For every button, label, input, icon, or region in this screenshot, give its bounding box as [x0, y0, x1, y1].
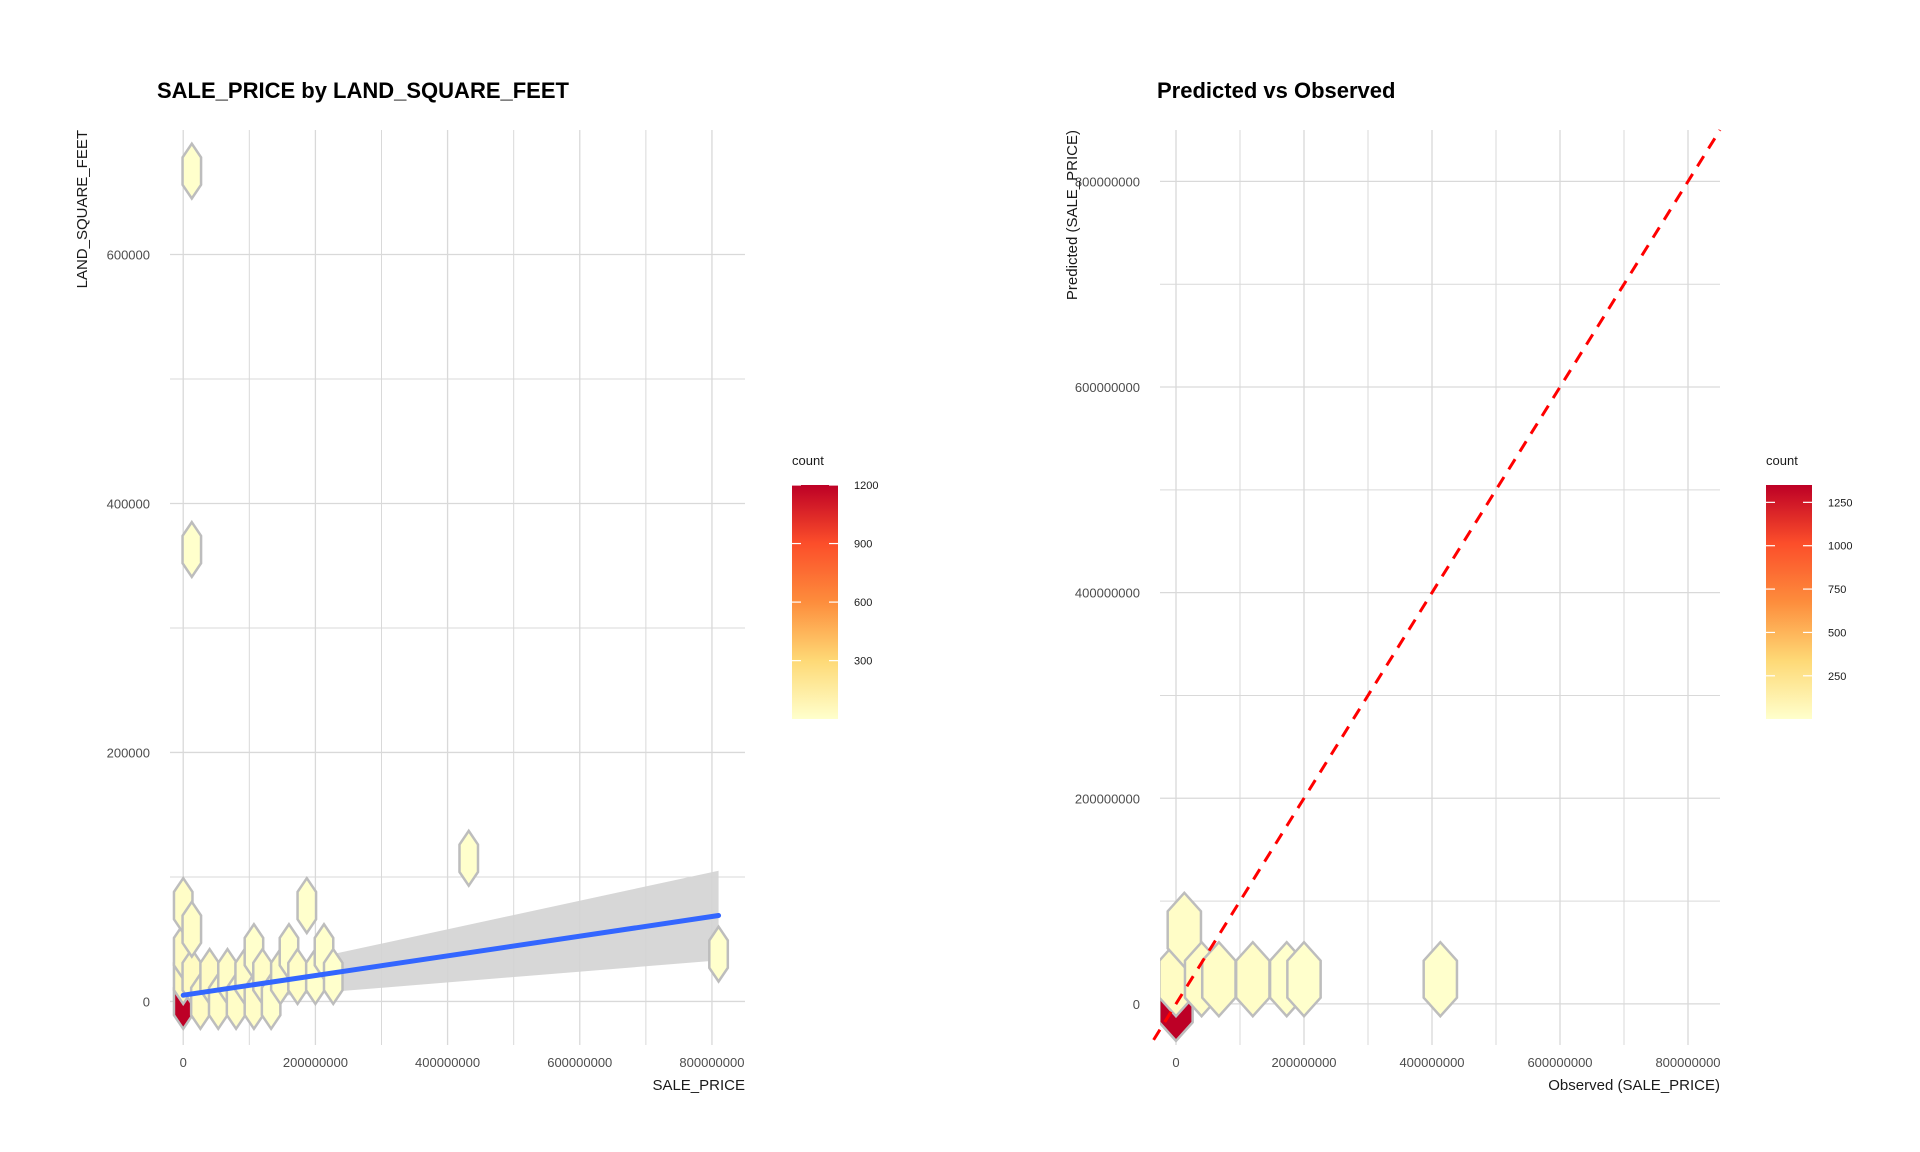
regression-line — [180, 913, 722, 998]
x-tick-label: 200000000 — [1271, 1055, 1336, 1070]
legend-tick-label: 1200 — [854, 480, 878, 492]
hexbin-cell — [181, 141, 203, 201]
chart-title: Predicted vs Observed — [1157, 78, 1395, 103]
legend-colorbar — [1766, 485, 1812, 719]
x-tick-label: 600000000 — [1527, 1055, 1592, 1070]
legend-tick-label: 300 — [854, 656, 872, 668]
chart-panel-1: 0 200000000 400000000 600000000 800000000 0 20… — [74, 78, 878, 1094]
x-tick-label: 800000000 — [679, 1055, 744, 1070]
hexbin-cell — [708, 924, 730, 984]
hexbin-cell — [1422, 940, 1459, 1019]
plot-area — [1160, 890, 1459, 1043]
hexbin-layer — [1160, 890, 1459, 1043]
legend-tick-label: 500 — [1828, 627, 1846, 639]
hexbin-cell — [322, 946, 344, 1007]
color-legend: count 250 500 750 1000 1250 — [1766, 453, 1852, 719]
x-tick-label: 0 — [1172, 1055, 1179, 1070]
hexbin-cell — [458, 828, 480, 888]
x-axis-title: SALE_PRICE — [652, 1077, 745, 1094]
plot-area — [172, 141, 730, 1032]
y-tick-label: 0 — [143, 994, 150, 1009]
y-tick-label: 0 — [1133, 997, 1140, 1012]
x-tick-label: 600000000 — [547, 1055, 612, 1070]
color-legend: count 300 600 900 1200 — [792, 453, 878, 719]
legend-tick-label: 1000 — [1828, 541, 1852, 553]
hexbin-cell — [1234, 940, 1271, 1019]
legend-tick-label: 750 — [1828, 584, 1846, 596]
hexbin-cell — [181, 899, 203, 959]
y-axis-title: Predicted (SALE_PRICE) — [1064, 130, 1081, 300]
x-tick-label: 200000000 — [283, 1055, 348, 1070]
hexbin-cell — [181, 519, 203, 580]
legend-title: count — [1766, 453, 1798, 468]
legend-title: count — [792, 453, 824, 468]
legend-tick-label: 900 — [854, 539, 872, 551]
chart-title: SALE_PRICE by LAND_SQUARE_FEET — [157, 78, 570, 103]
y-axis-title: LAND_SQUARE_FEET — [74, 130, 91, 288]
y-tick-label: 200000000 — [1075, 791, 1140, 806]
legend-tick-label: 1250 — [1828, 497, 1852, 509]
y-tick-label: 400000 — [107, 496, 150, 511]
grid — [170, 130, 745, 1045]
x-tick-label: 400000000 — [415, 1055, 480, 1070]
y-tick-label: 200000 — [107, 745, 150, 760]
hexbin-cell — [1200, 940, 1237, 1019]
hexbin-cell — [296, 875, 318, 936]
x-tick-label: 400000000 — [1399, 1055, 1464, 1070]
reference-line — [1152, 129, 1722, 1041]
y-tick-label: 400000000 — [1075, 586, 1140, 601]
x-tick-label: 0 — [180, 1055, 187, 1070]
hexbin-cell — [1286, 940, 1322, 1019]
x-tick-label: 800000000 — [1655, 1055, 1720, 1070]
y-tick-label: 600000 — [107, 247, 150, 262]
y-tick-label: 600000000 — [1075, 380, 1140, 395]
chart-panel-2: 0 200000000 400000000 600000000 800000000 0 20… — [1064, 78, 1852, 1094]
y-tick-label: 800000000 — [1075, 174, 1140, 189]
x-axis-title: Observed (SALE_PRICE) — [1548, 1077, 1720, 1094]
legend-tick-label: 250 — [1828, 671, 1846, 683]
legend-tick-label: 600 — [854, 597, 872, 609]
